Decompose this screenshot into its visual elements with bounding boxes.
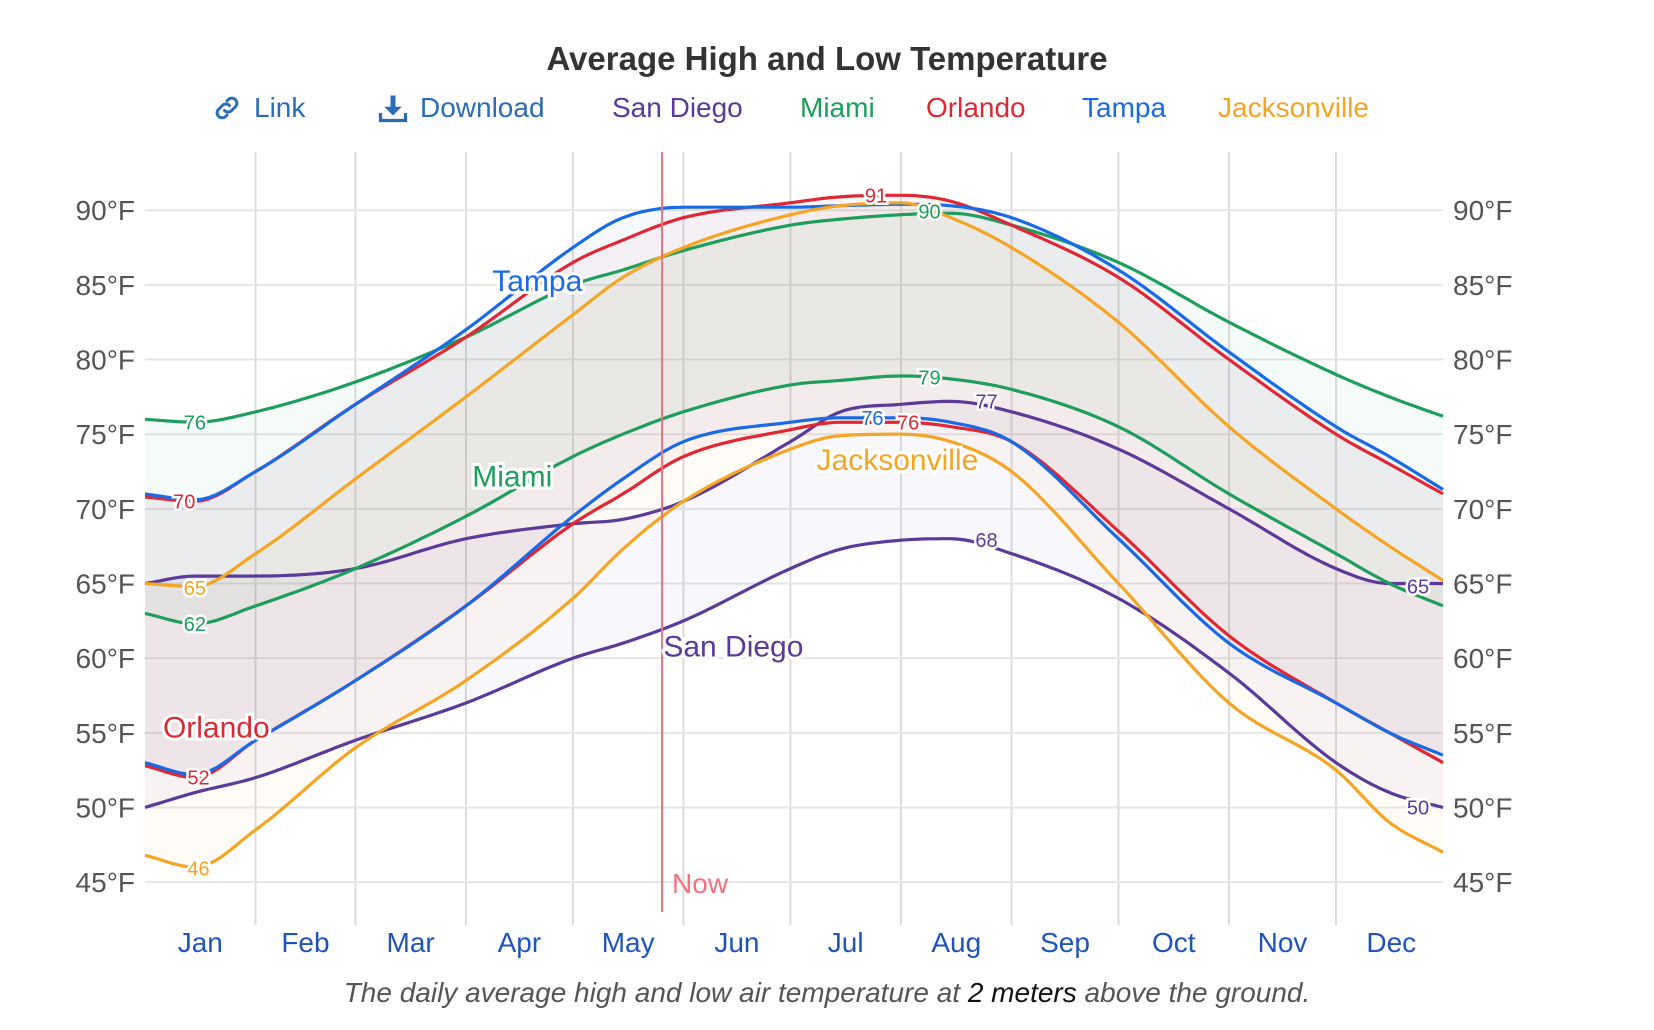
band-jacksonville — [145, 202, 1443, 868]
value-label: 79 — [918, 367, 940, 389]
series-label: Jacksonville — [817, 444, 979, 477]
value-label: 52 — [187, 768, 209, 790]
link-button[interactable]: Link — [212, 92, 305, 124]
y-tick-label-left: 75°F — [76, 419, 135, 450]
caption-suffix: above the ground. — [1084, 977, 1311, 1008]
value-label: 65 — [1407, 577, 1429, 599]
line-high-miami — [144, 211, 1444, 424]
series-lines — [144, 193, 1444, 869]
value-label: 62 — [184, 614, 206, 636]
y-tick-label-right: 45°F — [1453, 867, 1512, 898]
value-label: 50 — [1407, 797, 1429, 819]
value-label: 76 — [897, 412, 919, 434]
x-tick-label: Feb — [281, 927, 329, 958]
series-label: Miami — [472, 460, 552, 493]
x-tick-label: May — [602, 927, 655, 958]
legend-san-diego[interactable]: San Diego — [612, 92, 743, 123]
caption-prefix: The daily average high and low air tempe… — [343, 977, 961, 1008]
chart-toolbar: Link Download San Diego Miami Orlando Ta… — [0, 92, 1654, 136]
x-tick-label: Aug — [931, 927, 981, 958]
band-tampa — [145, 204, 1443, 775]
y-tick-label-right: 75°F — [1453, 419, 1512, 450]
y-tick-label-left: 50°F — [76, 792, 135, 823]
y-tick-label-left: 65°F — [76, 569, 135, 600]
y-tick-label-left: 80°F — [76, 345, 135, 376]
y-tick-label-left: 55°F — [76, 718, 135, 749]
grid-lines — [145, 152, 1443, 925]
y-tick-label-right: 70°F — [1453, 494, 1512, 525]
y-tick-label-right: 80°F — [1453, 345, 1512, 376]
series-bands — [145, 195, 1443, 868]
value-annotations: 76 62 90 79 70 52 91 76 76 65 46 77 68 65 50 — [171, 183, 1432, 883]
chart-caption: The daily average high and low air tempe… — [0, 977, 1654, 1009]
legend-jacksonville[interactable]: Jacksonville — [1218, 92, 1369, 123]
band-miami — [145, 213, 1443, 624]
series-label: San Diego — [663, 631, 803, 664]
chart-title: Average High and Low Temperature — [546, 40, 1108, 77]
caption-emphasis: 2 meters — [967, 977, 1077, 1008]
value-label: 68 — [975, 530, 997, 552]
download-icon — [378, 95, 408, 123]
line-low-san-diego — [144, 537, 1444, 810]
line-low-jacksonville — [144, 432, 1444, 869]
x-tick-label: Oct — [1152, 927, 1196, 958]
value-label: 65 — [184, 578, 206, 600]
value-label: 77 — [975, 391, 997, 413]
x-tick-label: Jun — [714, 927, 759, 958]
line-low-tampa — [144, 416, 1444, 777]
link-icon — [215, 96, 239, 120]
x-tick-label: Apr — [498, 927, 542, 958]
download-button[interactable]: Download — [378, 92, 545, 124]
download-label: Download — [420, 92, 545, 123]
y-tick-label-right: 50°F — [1453, 792, 1512, 823]
series-labels: San Diego Miami Orlando Tampa Jacksonville — [160, 262, 981, 747]
band-san-diego — [145, 401, 1443, 808]
y-tick-label-left: 85°F — [76, 270, 135, 301]
band-orlando — [145, 195, 1443, 778]
value-label: 76 — [184, 412, 206, 434]
x-tick-label: Mar — [387, 927, 435, 958]
y-tick-label-right: 85°F — [1453, 270, 1512, 301]
legend-miami[interactable]: Miami — [800, 92, 875, 123]
line-high-jacksonville — [144, 201, 1444, 589]
x-tick-label: Dec — [1366, 927, 1416, 958]
y-tick-label-right: 65°F — [1453, 569, 1512, 600]
value-label: 46 — [187, 859, 209, 881]
y-tick-label-right: 60°F — [1453, 643, 1512, 674]
y-tick-label-left: 90°F — [76, 195, 135, 226]
legend-tampa[interactable]: Tampa — [1082, 92, 1167, 123]
y-tick-label-left: 45°F — [76, 867, 135, 898]
x-tick-label: Jan — [178, 927, 223, 958]
x-tick-label: Jul — [828, 927, 864, 958]
value-label: 90 — [918, 202, 940, 224]
y-tick-label-left: 70°F — [76, 494, 135, 525]
value-label: 76 — [861, 408, 883, 430]
x-tick-label: Sep — [1040, 927, 1090, 958]
line-low-miami — [144, 374, 1444, 626]
value-label: 91 — [865, 185, 887, 207]
value-label: 70 — [173, 491, 195, 513]
y-tick-label-left: 60°F — [76, 643, 135, 674]
temperature-chart: 45°F 45°F 50°F 50°F 55°F 55°F 60°F 60°F 65°F 65°F… — [76, 152, 1513, 958]
series-label: Tampa — [492, 265, 582, 298]
y-tick-label-right: 90°F — [1453, 195, 1512, 226]
now-label: Now — [672, 868, 729, 899]
legend-orlando[interactable]: Orlando — [926, 92, 1026, 123]
y-tick-label-right: 55°F — [1453, 718, 1512, 749]
x-tick-label: Nov — [1258, 927, 1308, 958]
link-label: Link — [254, 92, 306, 123]
y-axis-labels: 45°F 45°F 50°F 50°F 55°F 55°F 60°F 60°F 65°F 65°F… — [76, 195, 1513, 898]
line-high-tampa — [144, 202, 1444, 502]
series-label: Orlando — [163, 711, 270, 744]
x-axis-labels: Jan Feb Mar Apr May Jun Jul Aug Sep Oct Nov Dec — [178, 927, 1416, 958]
